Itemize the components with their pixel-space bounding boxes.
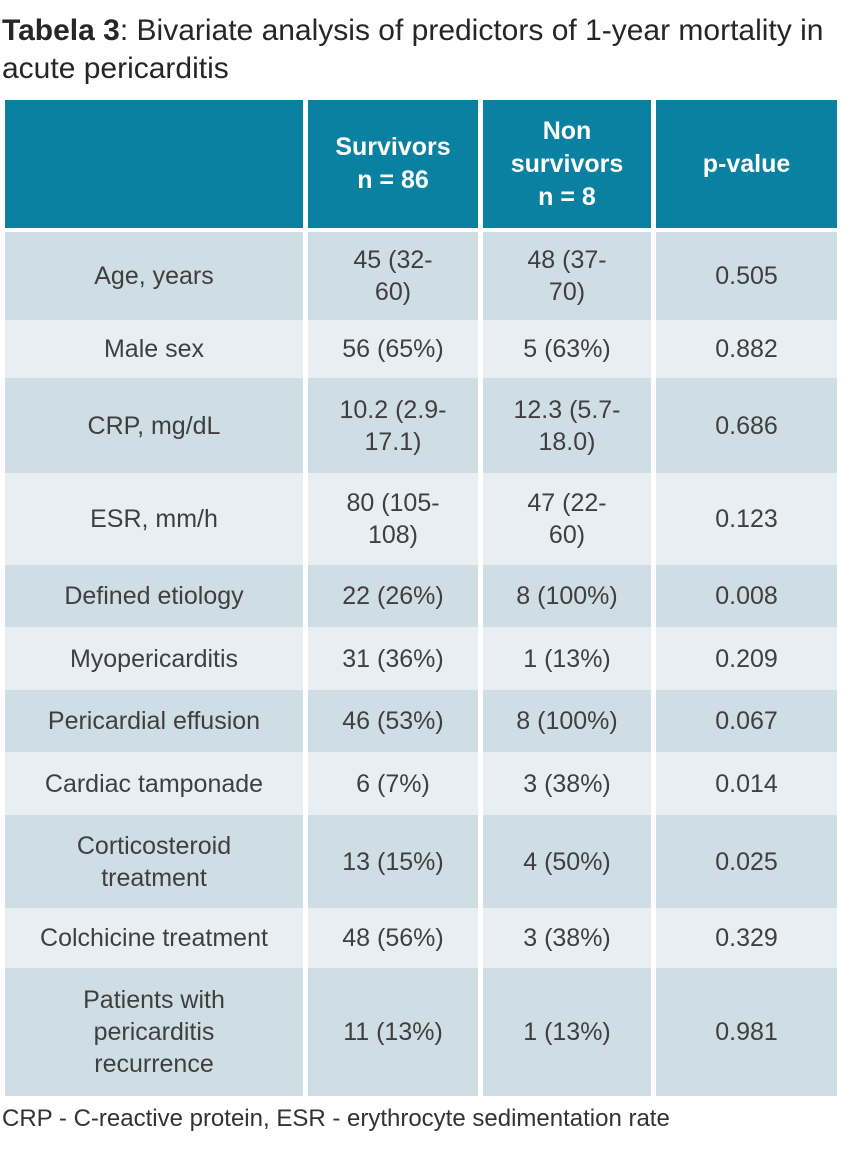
survivors-value-cell: 31 (36%) [308, 627, 478, 690]
non-survivors-value-cell: 1 (13%) [483, 627, 651, 690]
survivors-value-cell: 80 (105- 108) [308, 473, 478, 565]
non-survivors-value-cell: 48 (37- 70) [483, 232, 651, 320]
non-survivors-value-cell: 5 (63%) [483, 320, 651, 378]
non-survivors-value-cell: 12.3 (5.7- 18.0) [483, 378, 651, 473]
p-value-cell: 0.025 [656, 815, 837, 908]
row-label-cell: CRP, mg/dL [5, 378, 303, 473]
table-row: Cardiac tamponade 6 (7%) 3 (38%) 0.014 [5, 752, 837, 815]
table-caption-text: : Bivariate analysis of predictors of 1-… [2, 14, 824, 85]
row-label-cell: Patients with pericarditis recurrence [5, 968, 303, 1096]
row-label-cell: Defined etiology [5, 565, 303, 627]
p-value-cell: 0.209 [656, 627, 837, 690]
table-row: Male sex 56 (65%) 5 (63%) 0.882 [5, 320, 837, 378]
survivors-value-cell: 13 (15%) [308, 815, 478, 908]
survivors-value-cell: 56 (65%) [308, 320, 478, 378]
non-survivors-value-cell: 1 (13%) [483, 968, 651, 1096]
p-value-cell: 0.981 [656, 968, 837, 1096]
survivors-value-cell: 6 (7%) [308, 752, 478, 815]
row-label-cell: Pericardial effusion [5, 690, 303, 752]
p-value-cell: 0.014 [656, 752, 837, 815]
p-value-cell: 0.067 [656, 690, 837, 752]
table-caption: Tabela 3: Bivariate analysis of predicto… [2, 12, 842, 88]
p-value-cell: 0.882 [656, 320, 837, 378]
row-label-cell: Corticosteroid treatment [5, 815, 303, 908]
p-value-cell: 0.686 [656, 378, 837, 473]
table-row: Patients with pericarditis recurrence 11… [5, 968, 837, 1096]
table-row: Colchicine treatment 48 (56%) 3 (38%) 0.… [5, 908, 837, 968]
survivors-value-cell: 48 (56%) [308, 908, 478, 968]
row-label-cell: Myopericarditis [5, 627, 303, 690]
p-value-cell: 0.123 [656, 473, 837, 565]
column-header-non-survivors: Non survivors n = 8 [483, 100, 651, 232]
row-label-cell: Colchicine treatment [5, 908, 303, 968]
p-value-cell: 0.329 [656, 908, 837, 968]
column-header-p-value: p-value [656, 100, 837, 232]
row-label-cell: Cardiac tamponade [5, 752, 303, 815]
column-header-survivors: Survivors n = 86 [308, 100, 478, 232]
table-row: CRP, mg/dL 10.2 (2.9- 17.1) 12.3 (5.7- 1… [5, 378, 837, 473]
non-survivors-value-cell: 8 (100%) [483, 690, 651, 752]
row-label-cell: Male sex [5, 320, 303, 378]
row-label-cell: Age, years [5, 232, 303, 320]
table-row: Corticosteroid treatment 13 (15%) 4 (50%… [5, 815, 837, 908]
table-row: Defined etiology 22 (26%) 8 (100%) 0.008 [5, 565, 837, 627]
survivors-value-cell: 10.2 (2.9- 17.1) [308, 378, 478, 473]
non-survivors-value-cell: 3 (38%) [483, 908, 651, 968]
survivors-value-cell: 46 (53%) [308, 690, 478, 752]
non-survivors-value-cell: 3 (38%) [483, 752, 651, 815]
p-value-cell: 0.505 [656, 232, 837, 320]
table-caption-label: Tabela 3 [2, 14, 120, 47]
table-row: Age, years 45 (32- 60) 48 (37- 70) 0.505 [5, 232, 837, 320]
p-value-cell: 0.008 [656, 565, 837, 627]
header-row: Survivors n = 86 Non survivors n = 8 p-v… [5, 100, 837, 232]
table-row: Myopericarditis 31 (36%) 1 (13%) 0.209 [5, 627, 837, 690]
non-survivors-value-cell: 8 (100%) [483, 565, 651, 627]
table-row: ESR, mm/h 80 (105- 108) 47 (22- 60) 0.12… [5, 473, 837, 565]
table-row: Pericardial effusion 46 (53%) 8 (100%) 0… [5, 690, 837, 752]
survivors-value-cell: 22 (26%) [308, 565, 478, 627]
abbreviations-footnote: CRP - C-reactive protein, ESR - erythroc… [2, 1105, 670, 1132]
bivariate-analysis-table: Survivors n = 86 Non survivors n = 8 p-v… [0, 100, 842, 1096]
column-header-empty [5, 100, 303, 232]
table-body: Age, years 45 (32- 60) 48 (37- 70) 0.505… [5, 232, 837, 1096]
non-survivors-value-cell: 4 (50%) [483, 815, 651, 908]
non-survivors-value-cell: 47 (22- 60) [483, 473, 651, 565]
survivors-value-cell: 45 (32- 60) [308, 232, 478, 320]
row-label-cell: ESR, mm/h [5, 473, 303, 565]
survivors-value-cell: 11 (13%) [308, 968, 478, 1096]
table-header: Survivors n = 86 Non survivors n = 8 p-v… [5, 100, 837, 232]
